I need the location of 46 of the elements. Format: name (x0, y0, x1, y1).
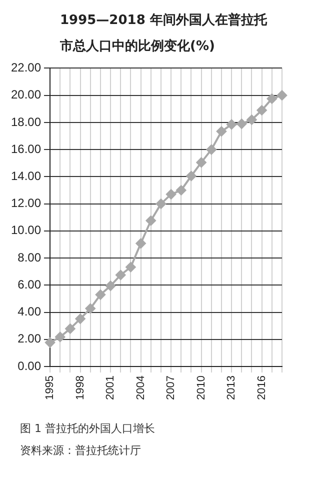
point (246, 114, 257, 125)
caption: 图 1 普拉托的外国人口增长 (20, 421, 156, 437)
point (166, 189, 176, 200)
point (256, 105, 267, 116)
x-tick-label: 2001 (104, 376, 117, 400)
point (236, 118, 247, 129)
point (116, 270, 126, 280)
point (95, 290, 106, 300)
y-tick-label: 20.00 (11, 88, 42, 102)
point (126, 262, 136, 272)
point (226, 119, 237, 130)
point (277, 90, 287, 100)
y-tick-label: 6.00 (18, 277, 42, 292)
x-tick-label: 2004 (134, 376, 147, 400)
point (266, 94, 277, 104)
point (65, 324, 76, 334)
y-tick-label: 8.00 (18, 250, 42, 264)
point (186, 171, 196, 182)
point (85, 303, 96, 314)
point (106, 280, 116, 291)
x-tick-label: 2010 (195, 376, 208, 400)
point (136, 238, 146, 248)
y-tick-label: 2.00 (18, 332, 42, 346)
point (156, 198, 166, 209)
y-tick-label: 22.00 (11, 60, 42, 75)
point (146, 216, 156, 226)
point (55, 332, 66, 342)
point (196, 157, 206, 168)
x-tick-label: 1998 (74, 376, 86, 400)
chart-title: 1995—2018 年间外国人在普拉托市总人口中的比例变化(%) (60, 12, 268, 56)
point (216, 126, 226, 136)
x-tick-label: 1995 (44, 376, 56, 400)
point (75, 314, 86, 324)
x-tick-label: 2013 (226, 376, 238, 400)
y-tick-label: 4.00 (18, 304, 42, 319)
y-tick-label: 16.00 (11, 142, 42, 156)
y-tick-label: 0.00 (18, 358, 42, 373)
y-tick-label: 12.00 (11, 196, 42, 210)
y-tick-label: 10.00 (11, 223, 42, 238)
y-tick-label: 18.00 (11, 114, 42, 129)
x-tick-label: 2007 (165, 376, 178, 400)
y-tick-label: 14.00 (11, 168, 42, 183)
point (206, 144, 216, 155)
point (176, 185, 186, 196)
x-tick-label: 2016 (256, 376, 268, 400)
text: 资料来源：普拉托统计厅 (20, 443, 142, 459)
